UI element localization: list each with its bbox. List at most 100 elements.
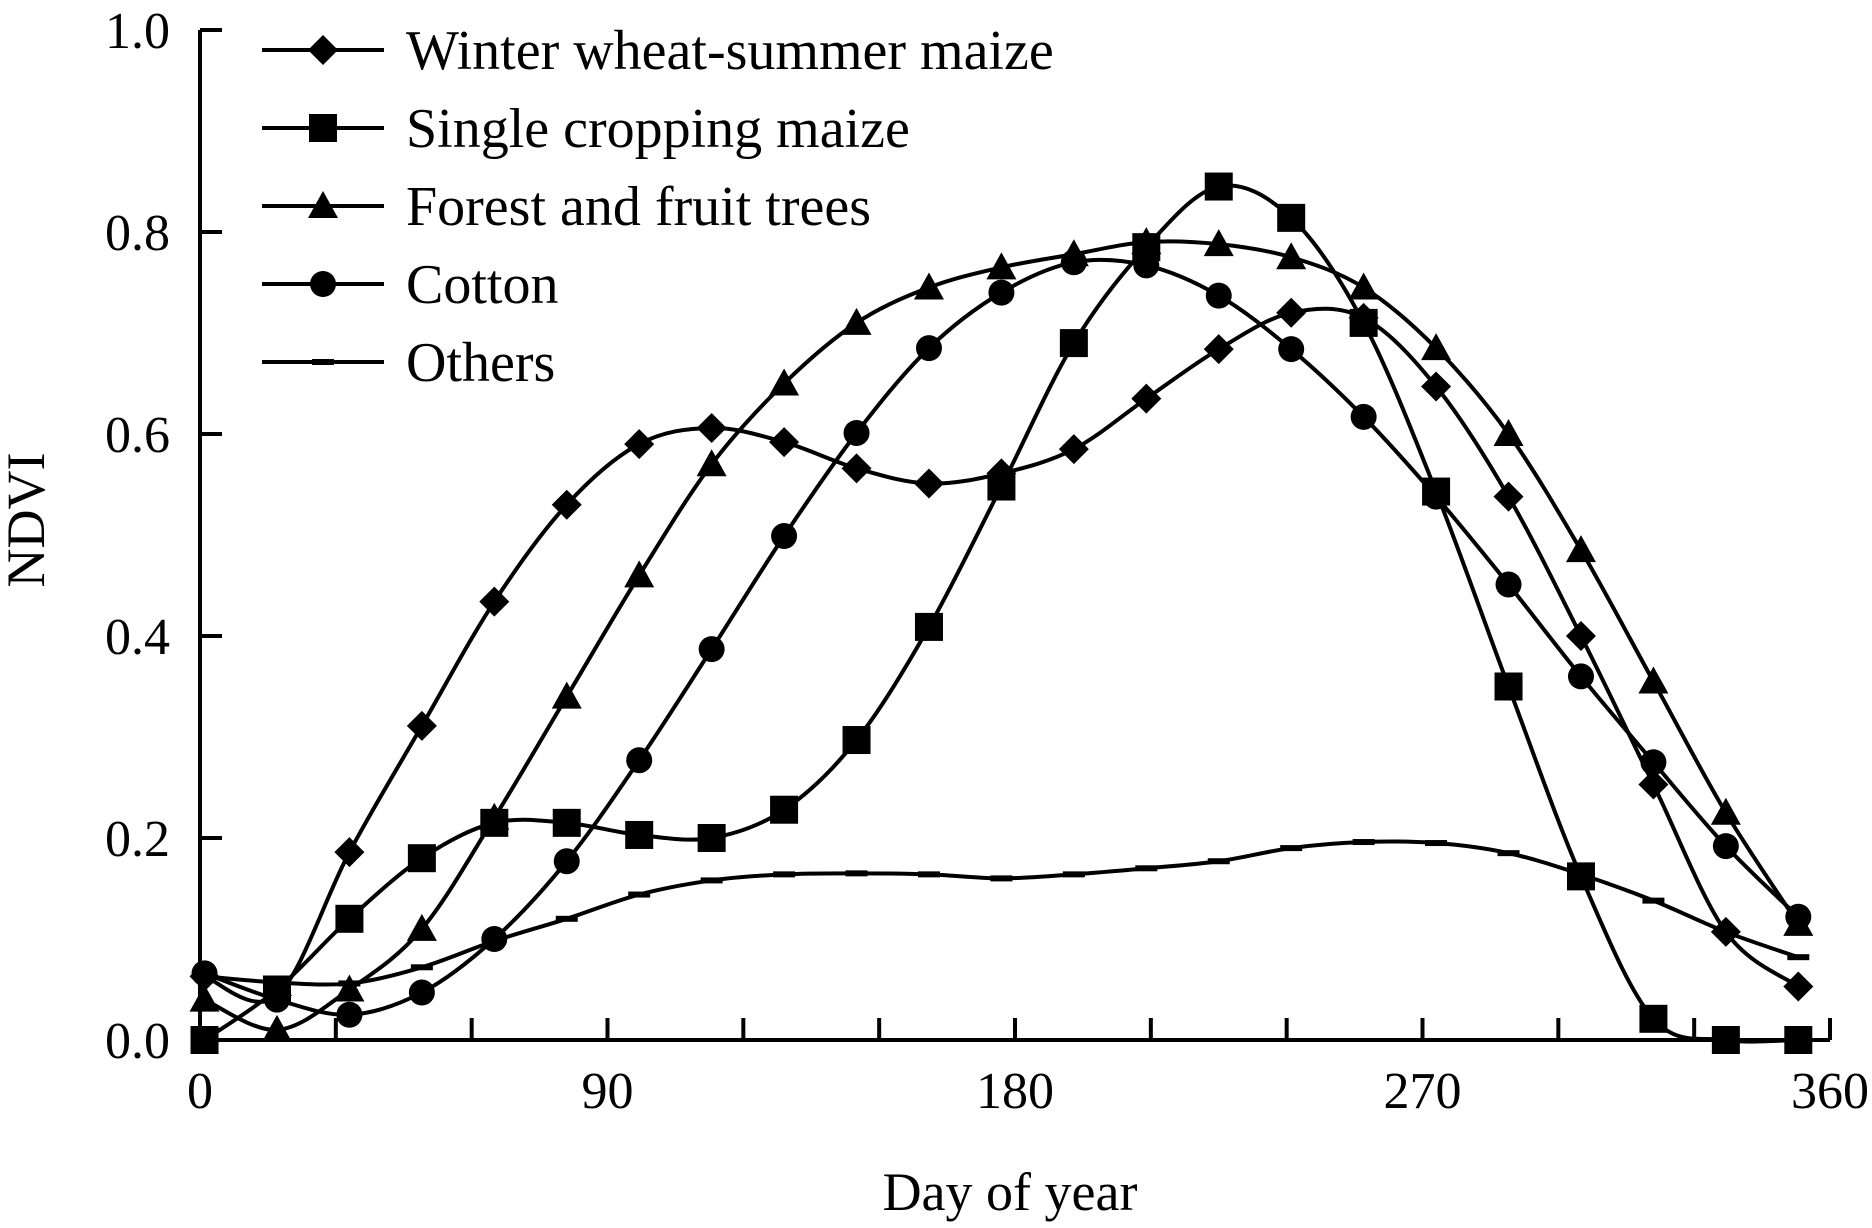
data-point (986, 252, 1017, 280)
data-point (189, 984, 220, 1012)
data-point (336, 1001, 363, 1028)
data-point (1204, 172, 1233, 201)
data-point (1494, 672, 1523, 701)
y-tick-label: 0.0 (105, 1013, 170, 1070)
data-point (263, 986, 290, 1013)
data-point (1565, 621, 1596, 651)
data-point (1710, 797, 1741, 825)
data-point (1131, 227, 1162, 255)
legend-marker (309, 114, 337, 142)
legend-entry: Cotton (262, 254, 558, 316)
y-axis-title: NDVI (0, 453, 56, 588)
data-point (1062, 871, 1085, 878)
data-point (1349, 308, 1378, 337)
data-point (1783, 971, 1814, 1002)
data-point (913, 272, 944, 300)
data-point (1348, 272, 1379, 300)
data-point (842, 726, 871, 755)
x-tick-label: 0 (187, 1063, 213, 1120)
data-point (697, 824, 726, 852)
data-point (1421, 333, 1452, 361)
data-point (1425, 840, 1448, 847)
data-point (1642, 897, 1665, 904)
data-point (1277, 203, 1306, 232)
data-point (553, 848, 580, 875)
data-point (1569, 871, 1592, 878)
legend-entry: Single cropping maize (262, 98, 910, 160)
data-point (769, 368, 800, 396)
legend-entry: Others (262, 332, 555, 394)
data-point (770, 795, 799, 824)
data-point (1133, 252, 1160, 279)
data-point (483, 938, 506, 945)
data-point (261, 1014, 292, 1042)
data-point (1205, 282, 1232, 309)
data-point (769, 427, 800, 458)
legend-marker (308, 191, 338, 218)
data-point (338, 980, 361, 987)
series-4 (193, 839, 1810, 987)
data-point (1495, 571, 1522, 598)
data-point (1639, 1004, 1668, 1033)
legend-label: Others (406, 332, 555, 394)
data-point (700, 877, 723, 884)
data-point (913, 468, 944, 499)
data-point (193, 973, 216, 980)
data-point (265, 979, 288, 986)
series-3 (191, 249, 1812, 1028)
data-point (334, 974, 365, 1002)
data-point (628, 891, 651, 898)
data-point (1350, 403, 1377, 430)
legend-label: Forest and fruit trees (406, 176, 871, 238)
legend-marker (310, 271, 336, 297)
data-point (1060, 249, 1087, 276)
data-point (1638, 666, 1669, 694)
data-point (1278, 336, 1305, 363)
legend-marker (312, 359, 334, 365)
data-point (988, 279, 1015, 306)
x-tick-label: 90 (582, 1063, 634, 1120)
data-point (410, 964, 433, 971)
data-point (1497, 850, 1520, 857)
data-point (841, 307, 872, 335)
data-point (555, 915, 578, 922)
data-point (1712, 833, 1739, 860)
series-0 (189, 297, 1814, 1011)
data-point (407, 844, 436, 873)
y-tick-label: 0.4 (105, 609, 170, 666)
data-point (551, 489, 582, 520)
data-point (1203, 334, 1234, 365)
x-tick-label: 360 (1791, 1063, 1869, 1120)
data-point (624, 429, 655, 460)
data-point (1640, 749, 1667, 776)
data-point (845, 870, 868, 877)
data-point (771, 523, 798, 550)
data-point (841, 453, 872, 484)
y-tick-label: 0.2 (105, 811, 170, 868)
data-point (1638, 769, 1669, 800)
x-axis-title: Day of year (883, 1162, 1138, 1222)
data-point (1276, 242, 1307, 270)
data-point (191, 960, 218, 987)
data-point (1493, 419, 1524, 446)
data-point (1785, 903, 1812, 930)
data-point (990, 875, 1013, 882)
data-point (406, 710, 437, 741)
data-point (1787, 954, 1810, 961)
legend-entry: Forest and fruit trees (262, 176, 871, 238)
legend: Winter wheat-summer maize Single cropping… (262, 20, 1054, 394)
data-point (696, 412, 727, 443)
data-point (551, 681, 582, 709)
data-point (1059, 329, 1088, 358)
data-point (625, 820, 654, 849)
data-point (1207, 858, 1230, 865)
data-point (1280, 845, 1303, 852)
data-point (1135, 865, 1158, 872)
data-point (479, 586, 510, 617)
data-point (1567, 663, 1594, 690)
data-point (698, 636, 725, 663)
legend-marker (308, 35, 338, 65)
x-tick-label: 180 (976, 1063, 1054, 1120)
legend-label: Single cropping maize (406, 98, 910, 160)
